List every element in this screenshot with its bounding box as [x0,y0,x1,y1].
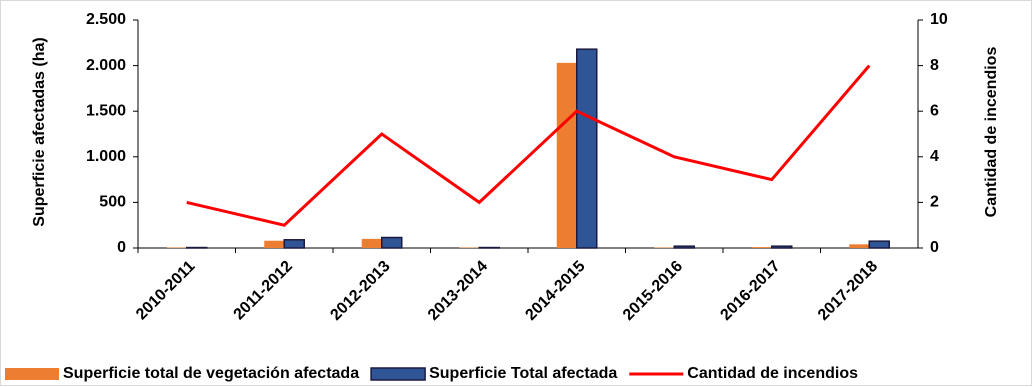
bar [849,244,870,248]
bar [381,236,403,249]
y2-axis-label: Cantidad de incendios [983,47,1000,218]
y-tick-label: 0 [117,239,126,256]
line [186,64,871,227]
y2-tick-label: 2 [930,194,939,211]
y-tick-label: 1.000 [86,148,126,165]
bar [556,62,577,248]
y-tick-label: 2.000 [86,57,126,74]
legend-swatch [370,367,426,381]
y-tick-label: 1.500 [86,102,126,119]
bar [771,245,793,249]
y2-tick-label: 6 [930,102,939,119]
bar [673,245,695,249]
legend-swatch [5,368,59,380]
bar [264,240,285,248]
bar [361,238,382,248]
y-axis-label: Superficie afectadas (ha) [31,37,48,226]
y2-tick-label: 4 [930,148,939,165]
y2-tick-label: 8 [930,57,939,74]
bar [576,48,598,249]
bar [751,247,772,248]
y2-tick-label: 10 [930,11,948,28]
legend-label: Superficie Total afectada [429,365,617,382]
legend-label: Cantidad de incendios [687,365,858,382]
y-tick-label: 2.500 [86,11,126,28]
bar [283,239,305,249]
y2-tick-label: 0 [930,239,939,256]
legend-label: Superficie total de vegetación afectada [63,365,359,382]
y-tick-label: 500 [99,194,126,211]
bar [868,240,890,249]
